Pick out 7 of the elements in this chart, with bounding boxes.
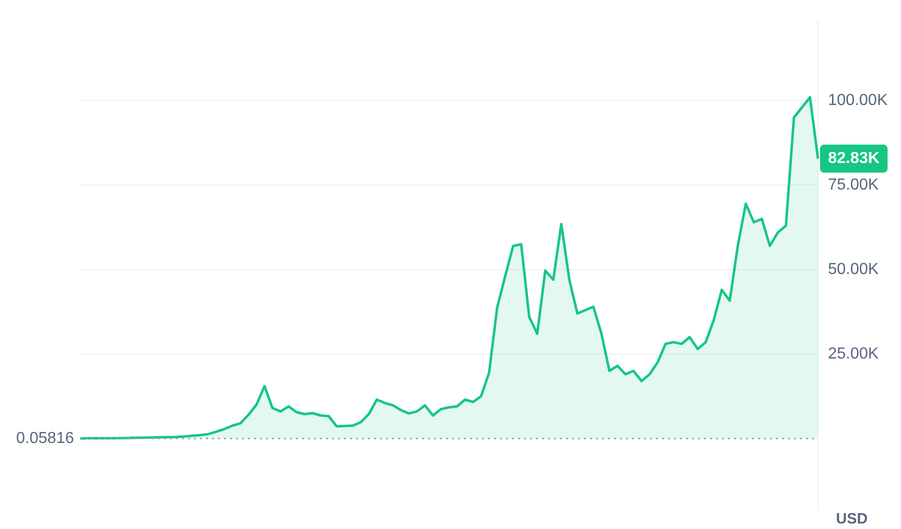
y-tick-label: 25.00K bbox=[828, 345, 880, 362]
text: 82.83K bbox=[828, 150, 880, 168]
y-tick-label: 75.00K bbox=[828, 176, 880, 194]
y-tick-label: 50.00K bbox=[828, 260, 880, 278]
y-tick-label: 100.00K bbox=[828, 92, 888, 110]
y-axis-title: USD bbox=[836, 510, 868, 528]
ref-line-label: 0.05816 bbox=[16, 430, 74, 447]
